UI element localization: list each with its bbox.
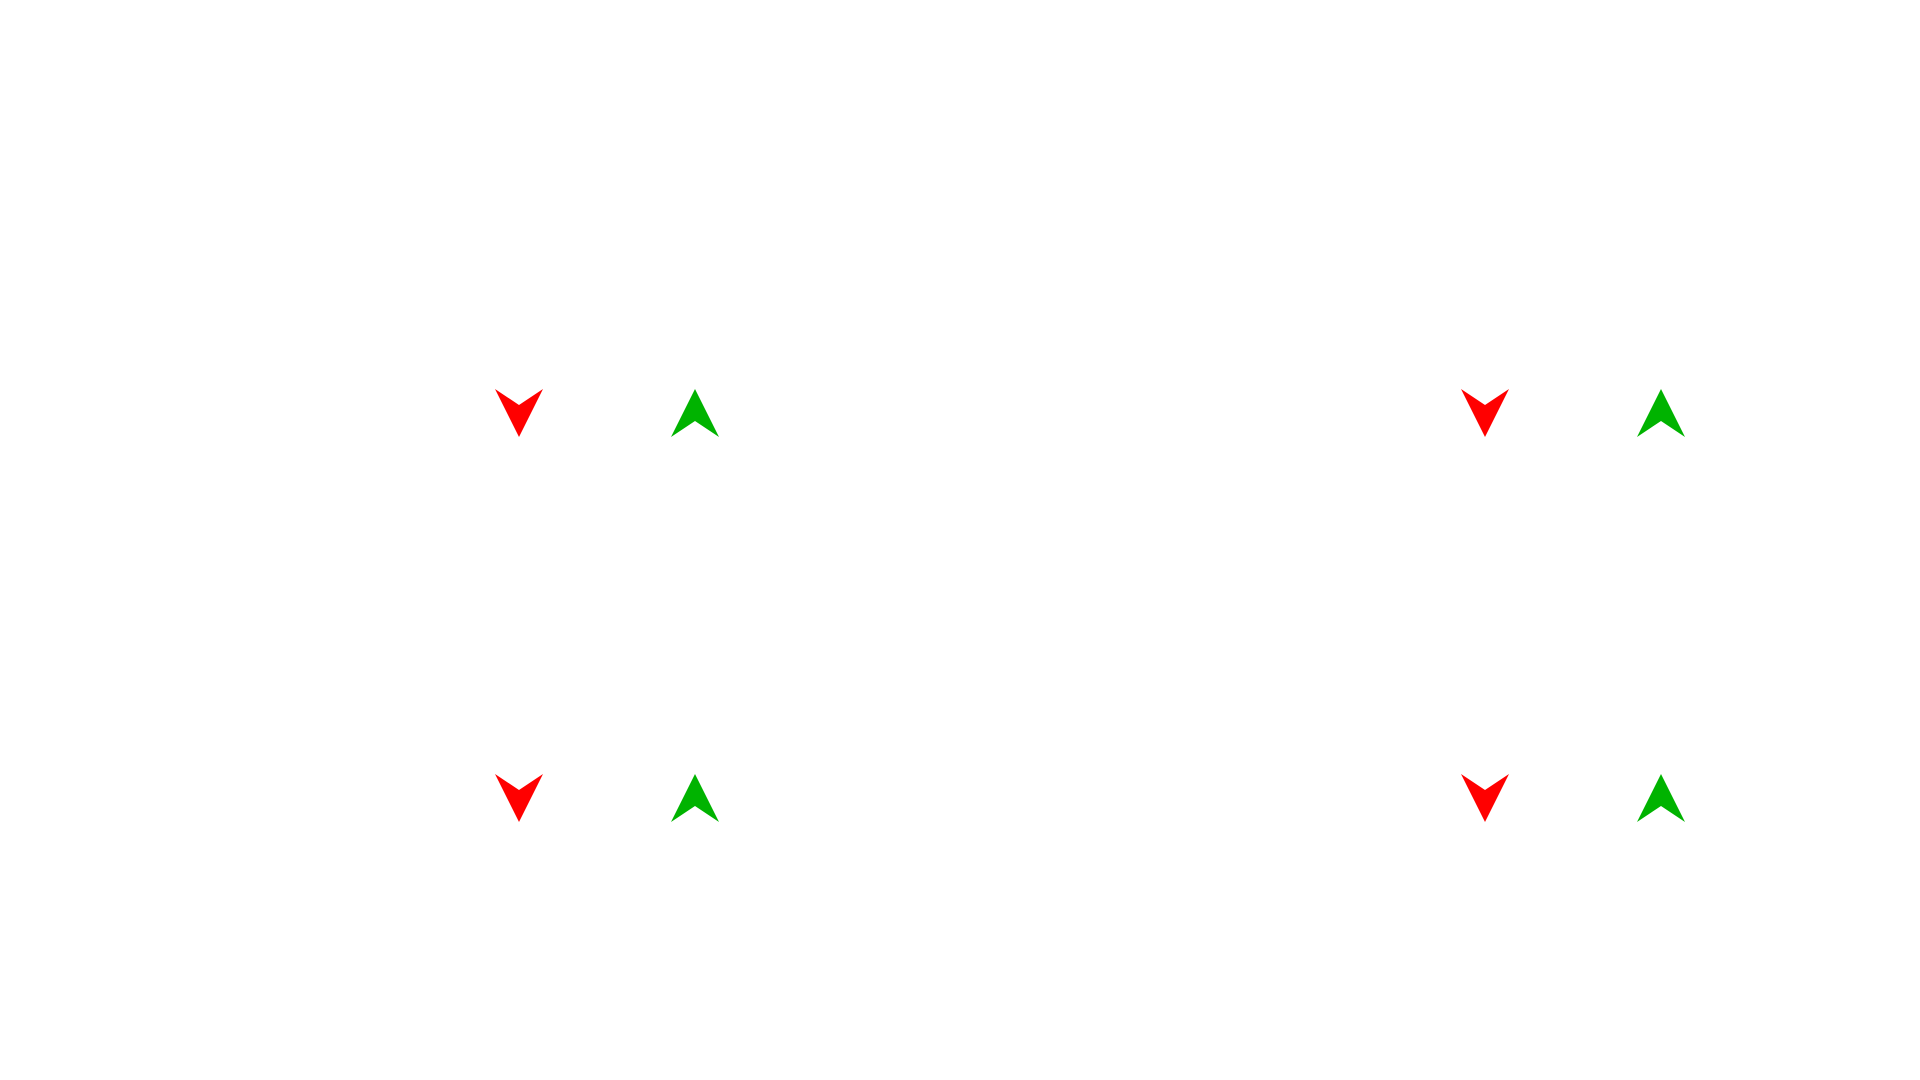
arrow-down-icon[interactable] xyxy=(495,774,543,822)
arrow-up-icon[interactable] xyxy=(1637,389,1685,437)
arrow-down-icon[interactable] xyxy=(1461,774,1509,822)
arrow-down-icon[interactable] xyxy=(1461,389,1509,437)
arrow-up-icon[interactable] xyxy=(671,774,719,822)
arrow-down-icon[interactable] xyxy=(495,389,543,437)
arrow-up-icon[interactable] xyxy=(671,389,719,437)
arrow-up-icon[interactable] xyxy=(1637,774,1685,822)
